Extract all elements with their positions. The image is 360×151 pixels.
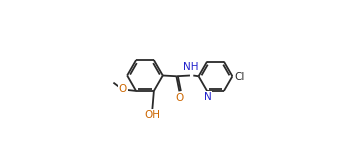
- Text: Cl: Cl: [234, 72, 244, 82]
- Text: O: O: [119, 84, 127, 94]
- Text: N: N: [204, 92, 212, 102]
- Text: NH: NH: [183, 62, 198, 72]
- Text: OH: OH: [144, 110, 160, 120]
- Text: O: O: [176, 93, 184, 103]
